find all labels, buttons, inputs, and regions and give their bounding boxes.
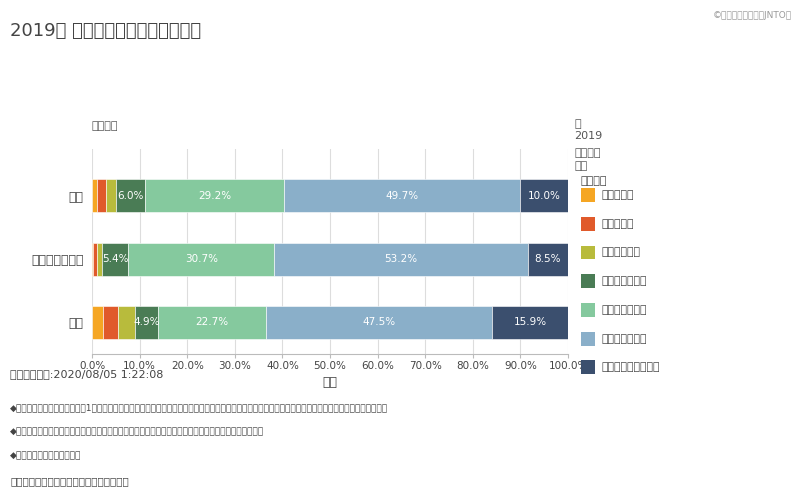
Text: 8.5%: 8.5%: [534, 254, 561, 264]
Text: 10.0%: 10.0%: [528, 191, 561, 201]
Bar: [102, 243, 128, 276]
Bar: [492, 306, 568, 339]
Text: 22.7%: 22.7%: [196, 317, 229, 327]
Bar: [103, 306, 118, 339]
Text: 53.2%: 53.2%: [384, 254, 418, 264]
Text: ２１〜２７日間: ２１〜２７日間: [602, 305, 647, 315]
Bar: [98, 180, 106, 212]
Bar: [92, 180, 98, 212]
Text: ３日間以内: ３日間以内: [602, 190, 634, 200]
Bar: [274, 243, 527, 276]
Text: 49.7%: 49.7%: [386, 191, 418, 201]
Text: 15.9%: 15.9%: [514, 317, 546, 327]
Text: ７〜１３日間: ７〜１３日間: [602, 248, 641, 257]
Bar: [135, 306, 158, 339]
Text: ◆値はすべて種報値である。: ◆値はすべて種報値である。: [10, 451, 82, 460]
Text: 2019: 2019: [574, 131, 602, 141]
Text: 29.2%: 29.2%: [198, 191, 231, 201]
Text: 滞在期間: 滞在期間: [581, 176, 607, 186]
Text: １４〜２０日間: １４〜２０日間: [602, 276, 647, 286]
X-axis label: 比率: 比率: [322, 376, 338, 390]
Bar: [94, 243, 97, 276]
Text: データ更新日:2020/08/05 1:22:08: データ更新日:2020/08/05 1:22:08: [10, 369, 164, 379]
Bar: [118, 306, 135, 339]
Text: ◆それぞれの調査年で、国籍や訪日目的ごとの標本数が異なるため、比較においては注意が必要である。: ◆それぞれの調査年で、国籍や訪日目的ごとの標本数が異なるため、比較においては注意…: [10, 427, 265, 436]
Text: ９１日以上１年未満: ９１日以上１年未満: [602, 362, 660, 372]
Text: ４〜６日間: ４〜６日間: [602, 219, 634, 229]
Bar: [284, 180, 520, 212]
Text: 6.0%: 6.0%: [118, 191, 144, 201]
Text: 全体: 全体: [574, 161, 588, 171]
Bar: [97, 243, 102, 276]
Bar: [520, 180, 568, 212]
Bar: [158, 306, 266, 339]
Bar: [145, 180, 284, 212]
Text: 5.4%: 5.4%: [102, 254, 129, 264]
Text: 30.7%: 30.7%: [185, 254, 218, 264]
Text: ©日本政府観光局（JNTO）: ©日本政府観光局（JNTO）: [713, 11, 792, 20]
Text: 国・地域: 国・地域: [574, 148, 601, 158]
Bar: [266, 306, 492, 339]
Text: ◆日本を出国する訪日外国人（1年以上の滞在者、日本での居住者、日本に入国しないトランジット客、乗員を除く）を対象に行った聞き取り調査である。: ◆日本を出国する訪日外国人（1年以上の滞在者、日本での居住者、日本に入国しないト…: [10, 403, 389, 412]
Text: 47.5%: 47.5%: [362, 317, 396, 327]
Text: 出典：観光庁「訪日外国人消費動向調査」: 出典：観光庁「訪日外国人消費動向調査」: [10, 476, 129, 486]
Bar: [92, 306, 103, 339]
Bar: [106, 180, 116, 212]
Text: 訪日目的: 訪日目的: [92, 121, 118, 131]
Bar: [527, 243, 568, 276]
Text: 2019年 滞在期間別の内訳（全体）: 2019年 滞在期間別の内訳（全体）: [10, 22, 202, 40]
Bar: [116, 180, 145, 212]
Text: ２８〜９０日間: ２８〜９０日間: [602, 334, 647, 344]
Bar: [128, 243, 274, 276]
Bar: [92, 243, 94, 276]
Text: 4.9%: 4.9%: [134, 317, 160, 327]
Text: 年: 年: [574, 119, 581, 129]
